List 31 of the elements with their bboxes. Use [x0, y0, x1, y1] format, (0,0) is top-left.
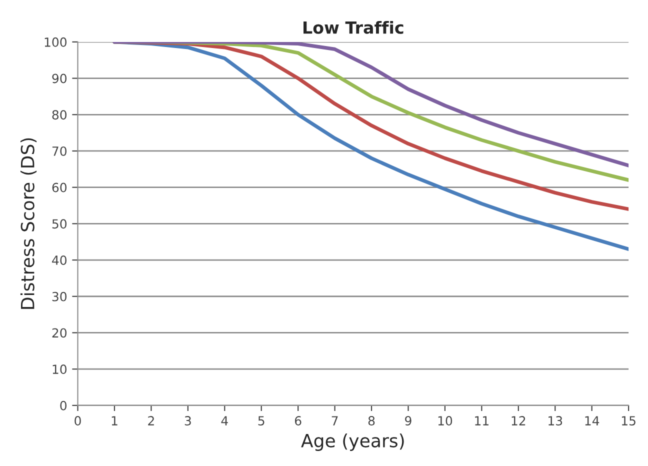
x-axis-title: Age (years)	[301, 434, 404, 451]
y-tick-label: 50	[52, 219, 67, 229]
y-tick-label: 40	[52, 256, 67, 265]
x-tick-label: 7	[332, 416, 338, 426]
y-axis-title: Distress Score (DS)	[20, 138, 37, 309]
x-tick-label: 2	[148, 416, 154, 426]
x-tick-label: 11	[475, 416, 488, 426]
x-tick-label: 13	[548, 416, 562, 426]
chart-title: Low Traffic	[304, 20, 404, 34]
y-tick-label: 100	[44, 37, 67, 47]
y-tick-label: 0	[60, 400, 67, 410]
x-tick-label: 8	[368, 416, 375, 426]
y-tick-label: 70	[52, 146, 67, 156]
x-tick-label: 6	[294, 416, 302, 426]
x-tick-label: 9	[405, 416, 412, 426]
y-tick-label: 80	[52, 110, 67, 120]
x-tick-label: 3	[184, 416, 191, 426]
y-tick-label: 90	[52, 74, 67, 84]
y-tick-label: 30	[52, 292, 67, 302]
x-tick-label: 15	[622, 416, 636, 426]
x-tick-label: 12	[512, 416, 526, 426]
x-tick-label: 4	[221, 416, 228, 426]
x-tick-label: 0	[74, 416, 81, 426]
x-tick-label: 10	[438, 416, 452, 426]
y-tick-label: 20	[52, 328, 67, 338]
y-tick-label: 10	[52, 364, 67, 374]
x-tick-label: 14	[585, 416, 600, 426]
x-tick-label: 1	[112, 416, 118, 426]
y-tick-label: 60	[52, 182, 67, 192]
line-series	[112, 42, 629, 251]
x-tick-label: 5	[258, 416, 264, 426]
